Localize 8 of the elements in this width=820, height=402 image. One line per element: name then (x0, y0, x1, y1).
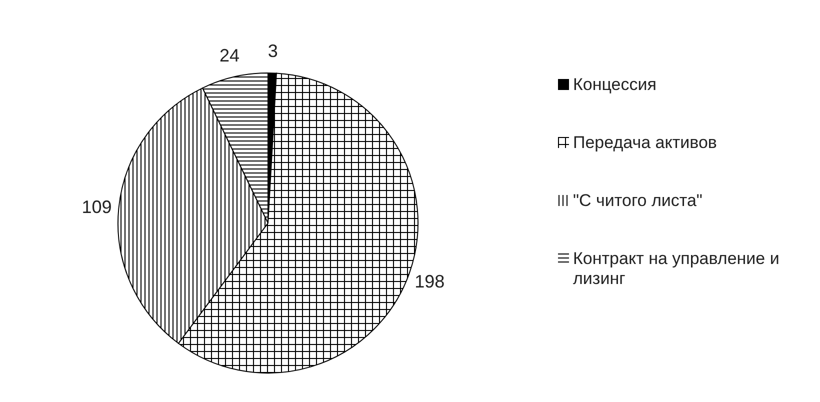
legend-label: "С читого листа" (573, 191, 702, 211)
legend-label: Концессия (573, 75, 656, 95)
data-label: 24 (219, 45, 240, 66)
data-label: 198 (414, 272, 445, 292)
legend-label: Передача активов (573, 133, 717, 153)
legend-label: Контракт на управление и лизинг (573, 249, 780, 289)
data-label: 109 (82, 196, 112, 217)
data-label: 3 (268, 41, 278, 62)
